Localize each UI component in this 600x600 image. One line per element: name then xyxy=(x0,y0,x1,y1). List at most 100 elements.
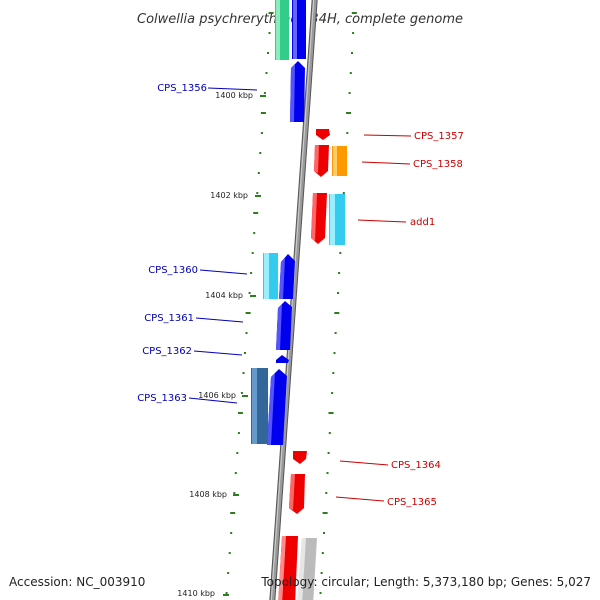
guide-dot xyxy=(351,12,357,14)
label-cps-1364[interactable]: CPS_1364 xyxy=(391,460,441,471)
guide-dot xyxy=(259,152,262,154)
guide-dot xyxy=(240,392,243,394)
guide-dot xyxy=(331,392,334,394)
leader-line xyxy=(335,496,385,502)
guide-dot xyxy=(267,52,269,54)
guide-dot xyxy=(253,212,259,214)
guide-dot xyxy=(323,532,325,534)
guide-dot xyxy=(333,352,336,354)
kbp-tick xyxy=(250,295,256,297)
kbp-tick xyxy=(242,395,248,397)
label-cps-1358[interactable]: CPS_1358 xyxy=(413,159,463,170)
guide-dot xyxy=(236,452,239,454)
leader-line xyxy=(193,350,243,356)
kbp-label: 1408 kbp xyxy=(189,490,227,499)
kbp-label: 1406 kbp xyxy=(198,391,236,400)
accession-text: Accession: NC_003910 xyxy=(9,575,145,589)
guide-dot xyxy=(263,92,266,94)
guide-dot xyxy=(349,72,352,74)
label-cps-1357[interactable]: CPS_1357 xyxy=(414,131,464,142)
guide-dot xyxy=(260,132,263,134)
guide-dot xyxy=(230,512,236,514)
guide-dot xyxy=(250,272,253,274)
guide-dot xyxy=(346,112,351,114)
guide-dot xyxy=(326,472,329,474)
guide-dot xyxy=(230,532,233,534)
guide-dot xyxy=(237,432,240,434)
genome-backbone xyxy=(269,0,318,600)
guide-dot xyxy=(338,272,341,274)
dotted-guide-tracks xyxy=(225,12,357,594)
genes xyxy=(251,0,347,600)
right-gene-labels: CPS_1357 CPS_1358 add1 CPS_1364 CPS_1365 xyxy=(335,131,464,508)
gene-cps-1364[interactable] xyxy=(293,451,307,464)
guide-dot xyxy=(322,512,328,514)
guide-dot xyxy=(351,52,353,54)
left-gene-labels: CPS_1356 CPS_1360 CPS_1361 CPS_1362 CPS_… xyxy=(137,83,258,404)
kbp-tick xyxy=(260,95,266,97)
kbp-label: 1402 kbp xyxy=(210,191,248,200)
kbp-label: 1410 kbp xyxy=(177,589,215,598)
guide-dot xyxy=(334,332,337,334)
guide-dot xyxy=(325,492,328,494)
topology-text: Topology: circular; Length: 5,373,180 bp… xyxy=(260,575,591,589)
leader-line xyxy=(188,397,238,404)
guide-dot xyxy=(352,32,355,34)
label-cps-1363[interactable]: CPS_1363 xyxy=(137,393,187,404)
leader-line xyxy=(195,317,244,323)
label-cps-1356[interactable]: CPS_1356 xyxy=(157,83,207,94)
label-cps-1362[interactable]: CPS_1362 xyxy=(142,346,192,357)
leader-line xyxy=(207,87,258,91)
guide-dot xyxy=(244,352,246,354)
label-cps-1361[interactable]: CPS_1361 xyxy=(144,313,194,324)
guide-dot xyxy=(268,12,274,14)
guide-dot xyxy=(227,572,230,574)
guide-dot xyxy=(348,92,351,94)
guide-dot xyxy=(265,72,268,74)
guide-dot xyxy=(256,192,259,194)
guide-dot xyxy=(245,312,251,314)
label-cps-1365[interactable]: CPS_1365 xyxy=(387,497,437,508)
leader-line xyxy=(363,134,412,137)
kbp-axis: 1400 kbp 1402 kbp 1404 kbp 1406 kbp 1408… xyxy=(177,91,266,598)
guide-dot xyxy=(321,552,324,554)
kbp-tick xyxy=(255,195,261,197)
leader-line xyxy=(339,460,389,466)
label-add1[interactable]: add1 xyxy=(410,217,435,228)
gene-cps-1362[interactable] xyxy=(276,355,289,363)
guide-dot xyxy=(237,412,243,414)
leader-line xyxy=(199,269,248,275)
kbp-label: 1400 kbp xyxy=(215,91,253,100)
guide-dot xyxy=(253,232,256,234)
guide-dot xyxy=(334,312,340,314)
guide-dot xyxy=(257,172,260,174)
guide-dot xyxy=(260,112,266,114)
kbp-label: 1404 kbp xyxy=(205,291,243,300)
kbp-tick xyxy=(233,494,239,496)
guide-dot xyxy=(225,592,228,594)
guide-dot xyxy=(228,552,231,554)
leader-line xyxy=(361,161,411,165)
label-cps-1360[interactable]: CPS_1360 xyxy=(148,265,198,276)
guide-dot xyxy=(251,252,254,254)
guide-dot xyxy=(319,592,322,594)
guide-dot xyxy=(268,32,271,34)
guide-dot xyxy=(332,372,335,374)
guide-dot xyxy=(346,132,349,134)
leader-line xyxy=(357,219,407,223)
guide-dot xyxy=(248,292,251,294)
guide-dot xyxy=(328,432,331,434)
guide-dot xyxy=(320,572,323,574)
guide-dot xyxy=(328,412,334,414)
guide-dot xyxy=(339,252,342,254)
guide-dot xyxy=(337,292,339,294)
guide-dot xyxy=(233,492,236,494)
kbp-tick xyxy=(223,594,229,596)
gene-cps-1357[interactable] xyxy=(316,129,330,140)
guide-dot xyxy=(342,192,345,194)
guide-dot xyxy=(234,472,237,474)
guide-dot xyxy=(245,332,248,334)
guide-dot xyxy=(242,372,245,374)
guide-dot xyxy=(327,452,330,454)
